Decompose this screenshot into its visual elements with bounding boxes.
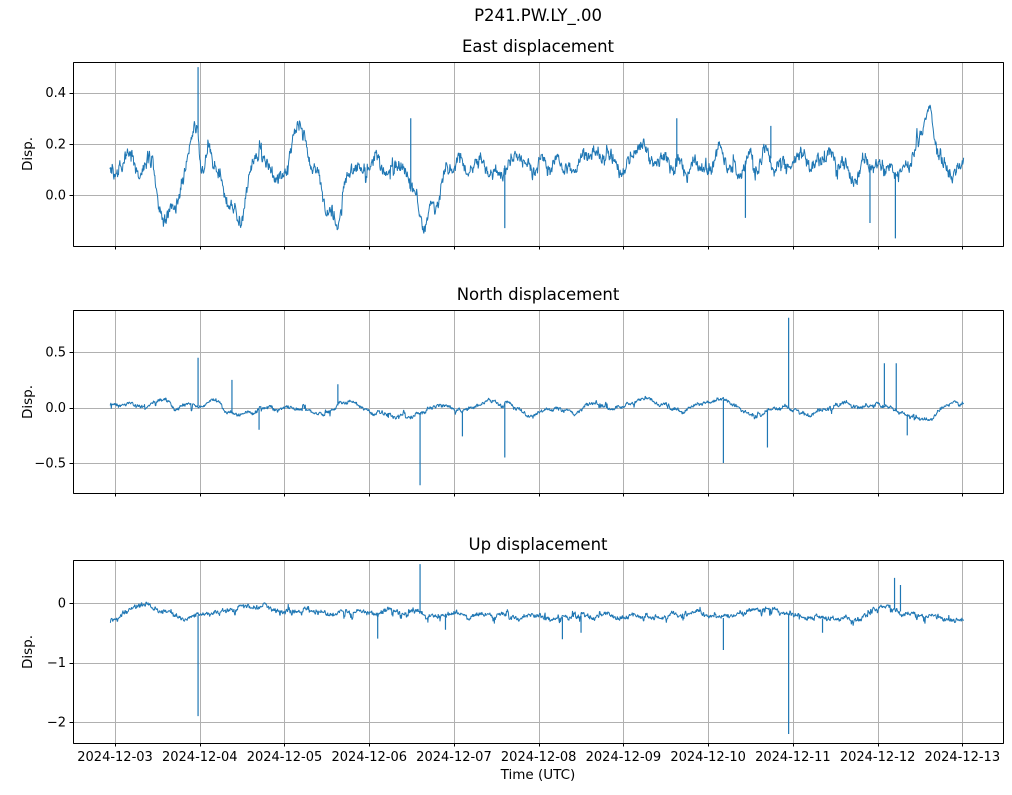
east-y-axis-label: Disp. [20,136,36,172]
up-y-axis-label: Disp. [20,634,36,670]
x-axis-label: Time (UTC) [500,767,576,783]
up-plot-title: Up displacement [468,535,608,554]
figure-suptitle: P241.PW.LY_.00 [474,6,602,25]
north-y-axis-label: Disp. [20,384,36,420]
north-plot-title: North displacement [456,285,620,304]
east-plot-title: East displacement [461,37,615,56]
